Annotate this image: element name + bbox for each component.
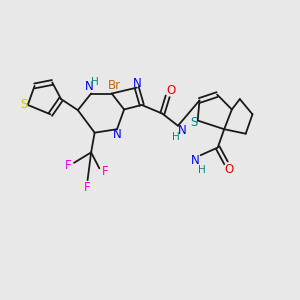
- Text: O: O: [167, 84, 176, 97]
- Text: S: S: [21, 98, 28, 112]
- Text: N: N: [84, 80, 93, 93]
- Text: H: H: [91, 77, 98, 87]
- Text: N: N: [133, 76, 142, 90]
- Text: F: F: [102, 165, 109, 178]
- Text: H: H: [172, 132, 180, 142]
- Text: H: H: [198, 165, 206, 175]
- Text: F: F: [84, 181, 91, 194]
- Text: N: N: [178, 124, 187, 137]
- Text: N: N: [113, 128, 122, 141]
- Text: F: F: [65, 159, 71, 172]
- Text: O: O: [224, 163, 233, 176]
- Text: N: N: [191, 154, 200, 167]
- Text: S: S: [190, 116, 198, 129]
- Text: Br: Br: [107, 79, 121, 92]
